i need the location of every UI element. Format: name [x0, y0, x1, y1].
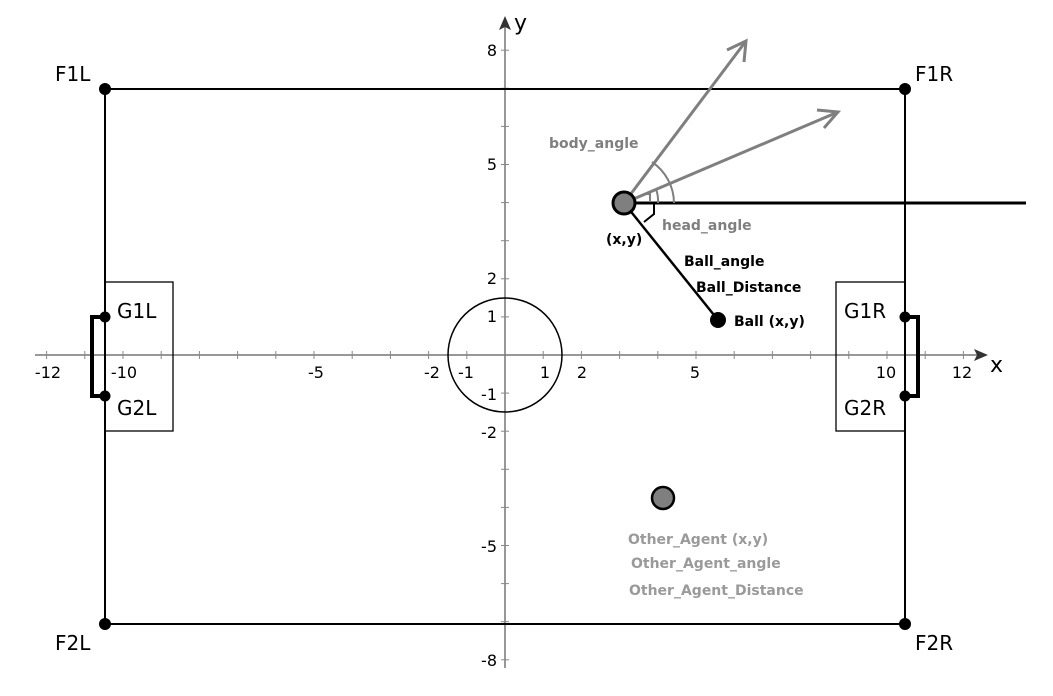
right-goal-mouth: [906, 315, 920, 398]
right-goal-box: [835, 281, 906, 432]
body-angle-label: body_angle: [549, 136, 639, 152]
x-tick-label: -10: [111, 363, 137, 382]
goalpost-g2r-label: G2R: [844, 396, 886, 420]
x-tick-label: -2: [424, 363, 440, 382]
y-tick-label: -2: [481, 423, 497, 442]
ball-marker: [710, 312, 726, 328]
goalpost-g1l-label: G1L: [117, 299, 157, 323]
flag-f2r-marker: [899, 618, 911, 630]
x-axis-title: x: [990, 353, 1003, 378]
agent-body-vector: [622, 38, 748, 204]
ball-angle-label: Ball_angle: [684, 254, 764, 270]
x-tick-label: -5: [308, 363, 324, 382]
goalpost-g1l-marker: [99, 311, 111, 323]
other-agent-marker: [650, 485, 676, 511]
other-agent-distance-label: Other_Agent_Distance: [629, 583, 804, 599]
goalpost-g1r-marker: [899, 311, 911, 323]
y-tick-label: -1: [481, 385, 497, 404]
ball-distance-line: [623, 202, 719, 321]
left-goal-mouth: [90, 315, 104, 398]
center-circle: [447, 297, 563, 413]
agent-head-vector: [623, 108, 842, 205]
other-agent-angle-label: Other_Agent_angle: [631, 556, 781, 572]
x-tick-label: -1: [458, 363, 474, 382]
flag-f1r-label: F1R: [915, 62, 953, 86]
flag-f2l-marker: [99, 618, 111, 630]
y-tick-labels: 8 5 2 1 -1 -2 -5 -8: [481, 41, 497, 670]
y-tick-label: 2: [487, 269, 497, 288]
axis-ticks: [46, 49, 964, 661]
x-tick-label: 2: [577, 363, 587, 382]
x-tick-label: 12: [952, 363, 972, 382]
x-axis-arrow-icon: [974, 349, 988, 361]
x-tick-label: -12: [35, 363, 61, 382]
left-goal-box: [104, 281, 174, 432]
goalpost-g2l-marker: [99, 390, 111, 402]
ball-angle-arc: [643, 202, 655, 223]
head-angle-label: head_angle: [662, 218, 752, 234]
x-tick-labels: -12 -10 -5 -2 -1 1 2 5 10 12: [35, 363, 972, 382]
flag-f1l-marker: [99, 83, 111, 95]
ball-distance-label: Ball_Distance: [696, 280, 801, 296]
y-tick-label: -8: [481, 651, 497, 670]
goalpost-g2r-marker: [899, 390, 911, 402]
other-agent-pos-label: Other_Agent (x,y): [628, 532, 768, 548]
goalpost-g2l-label: G2L: [117, 396, 157, 420]
y-axis-title: y: [514, 11, 527, 36]
body-angle-arc: [651, 161, 675, 204]
agent-pos-label: (x,y): [606, 232, 642, 248]
x-tick-label: 10: [876, 363, 896, 382]
coordinate-axes: [35, 22, 980, 668]
y-tick-label: 5: [487, 155, 497, 174]
x-tick-label: 1: [540, 363, 550, 382]
flag-f1l-label: F1L: [55, 62, 91, 86]
y-tick-label: 8: [487, 41, 497, 60]
goalpost-g1r-label: G1R: [844, 299, 886, 323]
agent-marker: [611, 190, 637, 216]
flag-f2l-label: F2L: [55, 631, 91, 655]
flag-f2r-label: F2R: [915, 631, 953, 655]
ball-pos-label: Ball (x,y): [734, 314, 805, 330]
x-tick-label: 5: [690, 363, 700, 382]
y-axis-arrow-icon: [499, 16, 511, 30]
head-angle-tick: [644, 193, 651, 202]
flag-f1r-marker: [899, 83, 911, 95]
y-tick-label: 1: [487, 307, 497, 326]
head-angle-arc: [655, 188, 660, 204]
y-tick-label: -5: [481, 537, 497, 556]
